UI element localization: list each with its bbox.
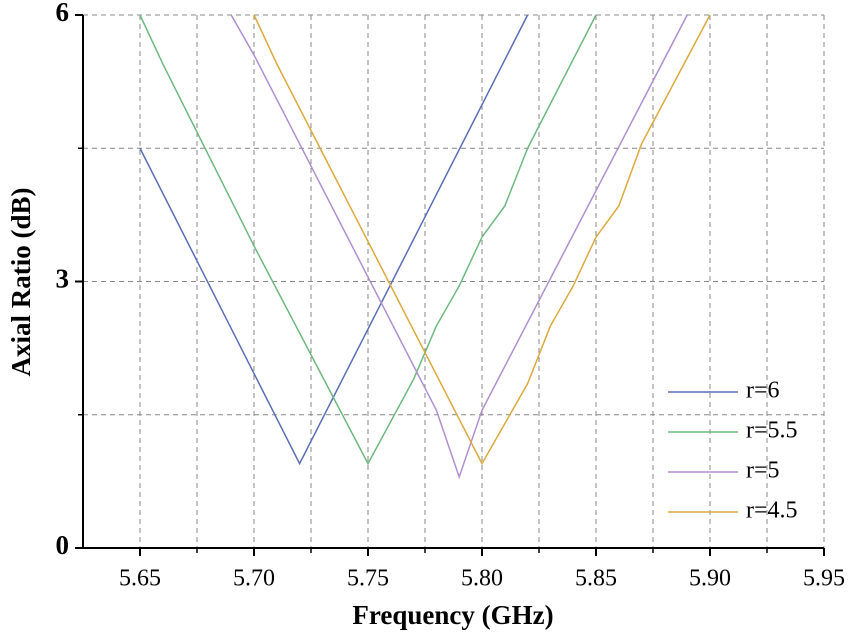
y-tick-label: 0 [56,530,70,560]
y-tick-label: 6 [56,0,70,27]
x-tick-label: 5.65 [119,566,161,592]
x-tick-label: 5.95 [803,566,845,592]
legend-label: r=6 [746,378,780,404]
y-axis-label: Axial Ratio (dB) [6,188,36,377]
series-line [139,14,597,466]
x-axis-label: Frequency (GHz) [352,600,553,630]
x-tick-label: 5.85 [575,566,617,592]
series-line [139,14,529,466]
y-tick-label: 3 [56,264,70,294]
x-tick-label: 5.80 [461,566,503,592]
legend-label: r=5 [746,458,780,484]
legend-label: r=5.5 [746,418,798,444]
series-line [253,14,711,466]
x-tick-label: 5.90 [689,566,731,592]
series-line [230,14,688,480]
x-tick-label: 5.75 [347,566,389,592]
legend-label: r=4.5 [746,498,798,524]
x-tick-label: 5.70 [233,566,275,592]
